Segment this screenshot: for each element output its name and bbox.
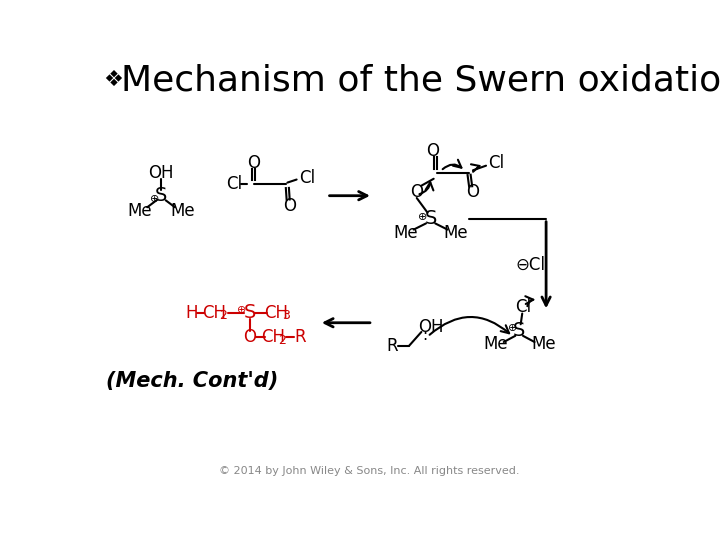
Text: Me: Me [394, 224, 418, 242]
Text: © 2014 by John Wiley & Sons, Inc. All rights reserved.: © 2014 by John Wiley & Sons, Inc. All ri… [219, 467, 519, 476]
Text: R: R [294, 328, 305, 346]
Text: Me: Me [443, 224, 467, 242]
Text: O: O [243, 328, 256, 346]
Text: O: O [247, 153, 260, 172]
Text: Me: Me [171, 202, 195, 220]
Text: CH: CH [202, 303, 226, 322]
Text: OH: OH [148, 164, 174, 181]
Text: ⊕: ⊕ [508, 323, 517, 333]
Text: O: O [283, 197, 296, 215]
Text: CH: CH [261, 328, 284, 346]
Text: CH: CH [265, 303, 289, 322]
Text: ⊕: ⊕ [418, 212, 428, 222]
Text: S: S [424, 210, 437, 228]
Text: O: O [467, 183, 480, 201]
Text: S: S [155, 186, 167, 205]
Text: ⊖Cl: ⊖Cl [516, 256, 546, 274]
Text: Me: Me [127, 202, 152, 220]
Text: 2: 2 [278, 334, 286, 347]
Text: ❖: ❖ [104, 70, 123, 90]
Text: H: H [186, 303, 198, 322]
Text: :: : [423, 328, 431, 342]
Text: Cl: Cl [300, 169, 315, 187]
Text: O: O [426, 142, 439, 160]
Text: Cl: Cl [226, 175, 243, 193]
Text: Cl: Cl [488, 154, 504, 172]
Text: Mechanism of the Swern oxidation: Mechanism of the Swern oxidation [121, 63, 720, 97]
Text: 2: 2 [220, 309, 228, 322]
Text: S: S [243, 303, 256, 322]
Text: 3: 3 [282, 309, 289, 322]
Text: O: O [410, 183, 423, 201]
Text: R: R [387, 337, 398, 355]
Text: (Mech. Cont'd): (Mech. Cont'd) [106, 370, 278, 390]
Text: ⊕: ⊕ [150, 194, 160, 204]
Text: Me: Me [531, 335, 556, 353]
Text: S: S [513, 321, 526, 340]
Text: OH: OH [418, 319, 444, 336]
Text: Cl: Cl [515, 298, 531, 316]
Text: ⊕: ⊕ [238, 305, 247, 315]
Text: Me: Me [484, 335, 508, 353]
